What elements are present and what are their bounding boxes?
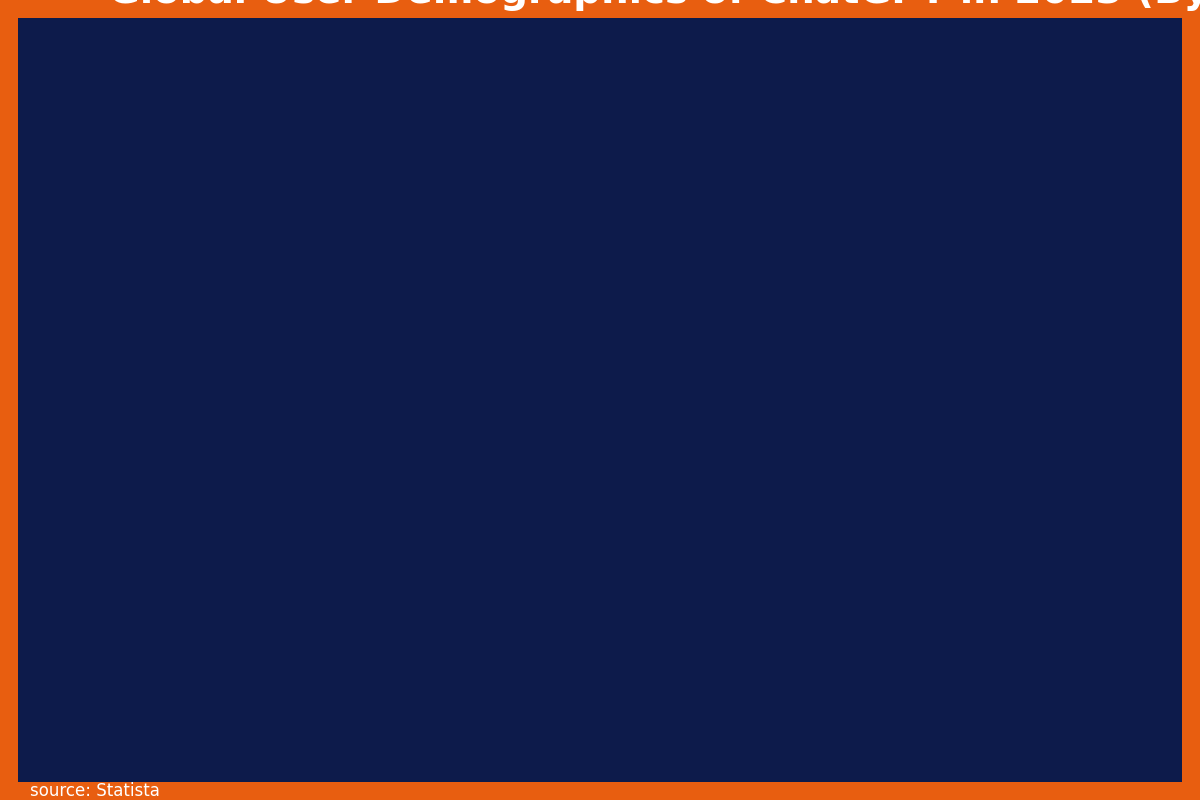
Text: 65.68%: 65.68% [922,138,997,156]
FancyBboxPatch shape [1046,691,1186,784]
Text: 34.82%: 34.82% [287,400,362,418]
Bar [791,691,874,720]
Text: 3.42%: 3.42% [802,666,864,684]
Bar [538,634,619,720]
Bar [156,485,239,720]
Text: Global User Demographics of ChatGPT in 2023 (By Age and Gender): Global User Demographics of ChatGPT in 2… [108,0,1200,11]
Text: 10.11%: 10.11% [541,610,616,627]
Y-axis label: Share of users: Share of users [40,298,58,446]
Text: source: Statista: source: Statista [30,782,160,800]
Text: 5.67%: 5.67% [674,647,737,665]
Bar [283,425,366,720]
Bar [665,672,746,720]
Bar [918,162,1001,720]
Bar [1045,429,1128,720]
Text: Talky: Talky [1090,743,1142,762]
Text: 18.28%: 18.28% [414,540,490,558]
Bar [410,565,493,720]
Text: Startup: Startup [1078,718,1154,737]
Text: 27.7%: 27.7% [167,460,229,478]
Text: 34.32%: 34.32% [1049,404,1123,422]
